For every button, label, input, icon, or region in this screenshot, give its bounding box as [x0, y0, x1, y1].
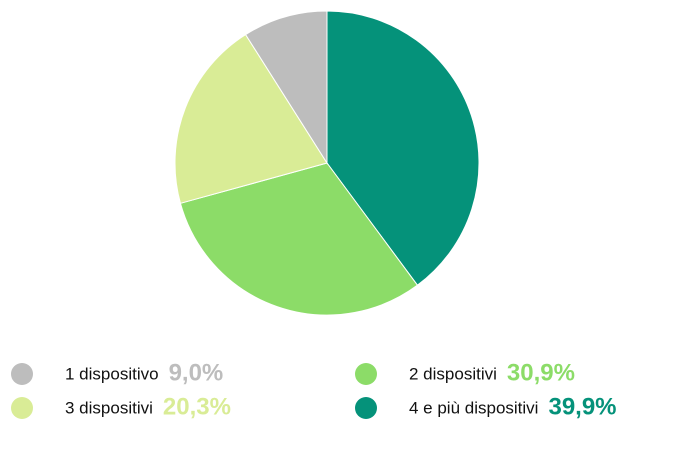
value-label: 39,9%	[548, 393, 616, 420]
legend-swatch	[11, 363, 33, 385]
legend-label: 2 dispositivi	[409, 364, 497, 383]
pie-slice	[179, 162, 419, 316]
legend-label: 1 dispositivo	[65, 364, 159, 383]
pie-slice	[326, 10, 480, 286]
value-label: 30,9%	[507, 359, 575, 386]
legend-swatch	[11, 397, 33, 419]
legend-swatch	[355, 397, 377, 419]
value-label: 20,3%	[163, 393, 231, 420]
pie-slice	[244, 10, 328, 165]
pie-slice	[174, 33, 328, 204]
legend-label: 3 dispositivi	[65, 398, 153, 417]
legend-label: 4 e più dispositivi	[409, 398, 538, 417]
legend-swatch	[355, 363, 377, 385]
value-label: 9,0%	[169, 359, 224, 386]
